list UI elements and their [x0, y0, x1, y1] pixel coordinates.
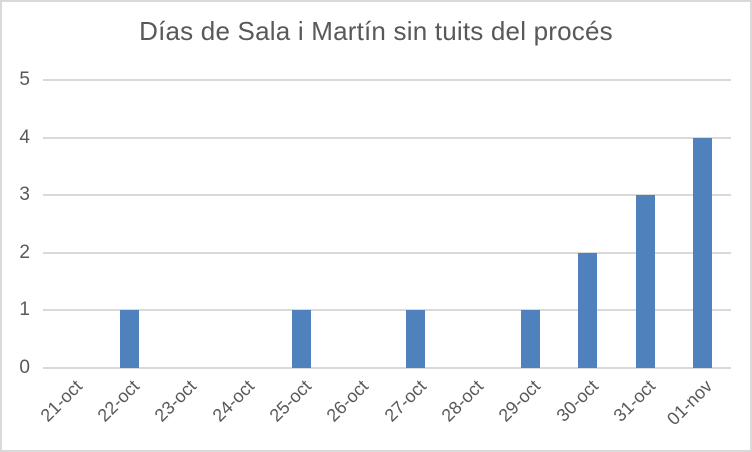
- gridline-y-0: [43, 367, 731, 369]
- gridline-y-2: [43, 251, 731, 254]
- gridline-y-3: [43, 194, 731, 197]
- gridline-y-4: [43, 136, 731, 139]
- y-axis-tick-label: 1: [19, 299, 30, 321]
- bar-01-nov: [692, 137, 712, 368]
- bar-31-oct: [635, 195, 655, 368]
- y-axis-tick-label: 3: [19, 184, 30, 206]
- bar-22-oct: [119, 310, 139, 368]
- y-axis-tick-label: 4: [19, 126, 30, 148]
- y-axis-tick-label: 2: [19, 241, 30, 263]
- gridline-y-5: [43, 79, 731, 81]
- y-axis-tick-label: 0: [19, 357, 30, 378]
- bar-29-oct: [520, 310, 540, 368]
- bar-25-oct: [291, 310, 311, 368]
- bar-27-oct: [406, 310, 426, 368]
- chart-title: Días de Sala i Martín sin tuits del proc…: [139, 16, 613, 46]
- y-axis-tick-label: 5: [19, 69, 30, 90]
- bar-30-oct: [578, 252, 598, 368]
- gridline-y-1: [43, 309, 731, 312]
